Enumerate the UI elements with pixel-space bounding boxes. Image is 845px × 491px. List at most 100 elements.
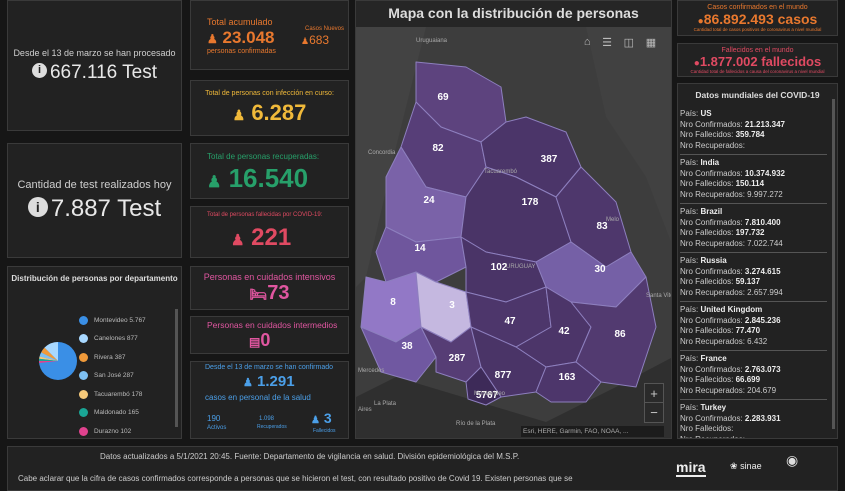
intermediate-value: ▤0: [249, 330, 271, 350]
department-pie-chart[interactable]: [38, 341, 78, 381]
legend-item[interactable]: Tacuarembó 178: [79, 385, 169, 404]
legend-item[interactable]: Maldonado 165: [79, 404, 169, 423]
footer-disclaimer-text: Cabe aclarar que la cifra de casos confi…: [18, 474, 573, 483]
recovered-label: Total de personas recuperadas:: [207, 152, 320, 161]
region-rocha[interactable]: [570, 276, 657, 388]
layers-icon[interactable]: ◫: [623, 36, 635, 49]
region-value-label: 102: [491, 262, 508, 273]
place-label: Tacuarembó: [484, 169, 518, 175]
country-entry[interactable]: País: India Nro Confirmados: 10.374.932 Nr…: [680, 155, 827, 204]
place-label: Melo: [606, 217, 620, 223]
legend-swatch: [79, 426, 88, 436]
country-field: Nro Fallecidos: 197.732: [680, 228, 765, 237]
country-field: País: US: [680, 109, 712, 118]
country-field: Nro Fallecidos: 59.137: [680, 277, 761, 286]
world-data-list[interactable]: País: US Nro Confirmados: 21.213.347 Nro F…: [680, 106, 827, 438]
staff-active-label: Activos: [207, 425, 227, 431]
tests-total-label: Desde el 13 de marzo se han procesado: [13, 47, 176, 58]
legend-swatch: [79, 315, 88, 325]
world-deaths-label: Fallecidos en el mundo: [721, 46, 794, 54]
country-field: País: United Kingdom: [680, 305, 763, 314]
health-staff-sub: casos en personal de la salud: [205, 393, 311, 402]
region-maldonado[interactable]: [535, 361, 602, 403]
world-list-scrollbar[interactable]: [832, 99, 835, 429]
info-icon: ●: [693, 57, 700, 69]
country-field: País: France: [680, 354, 727, 363]
legend-item[interactable]: Rivera 387: [79, 348, 169, 367]
map-title: Mapa con la distribución de personas: [388, 5, 639, 21]
qr-code-icon[interactable]: ▦: [645, 36, 657, 49]
country-field: Nro Fallecidos: 66.699: [680, 375, 761, 384]
department-distribution-panel: Distribución de personas por departament…: [7, 266, 182, 439]
legend-label: Durazno 102: [94, 427, 132, 435]
country-field: Nro Confirmados: 7.810.400: [680, 217, 781, 227]
map-attribution[interactable]: Esri, HERE, Garmin, FAO, NOAA, ...: [521, 426, 664, 437]
region-value-label: 30: [594, 264, 606, 275]
map-toolbar: ⌂ ☰ ◫ ▦: [578, 33, 662, 51]
department-legend: Montevideo 5.767 Canelones 877 Rivera 387 S…: [79, 311, 169, 441]
legend-label: Maldonado 165: [94, 409, 139, 417]
active-panel: Total de personas con infección en curso…: [190, 80, 349, 136]
new-cases-value: ♟683: [301, 33, 330, 47]
tests-today-panel: Cantidad de test realizados hoy i 7.887 T…: [7, 143, 182, 258]
legend-label: San José 287: [94, 372, 134, 380]
region-value-label: 24: [423, 195, 435, 206]
country-entry[interactable]: País: Russia Nro Confirmados: 3.274.615 Nr…: [680, 253, 827, 302]
legend-label: Montevideo 5.767: [94, 316, 146, 324]
legend-item[interactable]: Canelones 877: [79, 330, 169, 349]
zoom-out-button[interactable]: −: [650, 405, 658, 420]
country-entry[interactable]: País: Turkey Nro Confirmados: 2.283.931 Nr…: [680, 400, 827, 438]
region-value-label: 42: [558, 326, 570, 337]
legend-scrollbar[interactable]: [175, 309, 178, 427]
country-entry[interactable]: País: US Nro Confirmados: 21.213.347 Nro F…: [680, 106, 827, 155]
region-montevideo[interactable]: [465, 366, 502, 406]
active-label: Total de personas con infección en curso…: [205, 90, 334, 97]
country-field: Nro Confirmados: 2.845.236: [680, 315, 781, 325]
deceased-panel: Total de personas fallecidas por COVID-1…: [190, 206, 349, 258]
country-field: Nro Recuperados: 7.022.744: [680, 238, 783, 248]
place-label: Mercedes: [358, 368, 384, 374]
legend-list-icon[interactable]: ☰: [602, 36, 613, 49]
zoom-in-button[interactable]: +: [645, 384, 663, 403]
country-field: Nro Confirmados: 3.274.615: [680, 266, 781, 276]
region-value-label: 14: [414, 243, 426, 254]
deceased-label: Total de personas fallecidas por COVID-1…: [207, 212, 323, 218]
legend-item[interactable]: San José 287: [79, 367, 169, 386]
legend-label: Canelones 877: [94, 335, 138, 343]
bed-icon: ▤: [249, 335, 261, 349]
legend-item[interactable]: Durazno 102: [79, 422, 169, 441]
region-value-label: 83: [596, 221, 608, 232]
country-field: Nro Confirmados: 2.763.073: [680, 364, 781, 374]
country-entry[interactable]: País: United Kingdom Nro Confirmados: 2.8…: [680, 302, 827, 351]
accumulated-panel: Total acumulado ♟ 23.048 personas confir…: [190, 0, 349, 70]
country-field: Nro Fallecidos:: [680, 424, 734, 433]
accumulated-sub: personas confirmadas: [207, 48, 276, 55]
region-value-label: 82: [432, 143, 444, 154]
home-icon[interactable]: ⌂: [583, 36, 591, 48]
world-cases-sub: Cantidad total de casos positivos de cor…: [693, 27, 822, 32]
place-label: Santa Vitória do Palmar: [646, 293, 672, 299]
info-icon: i: [27, 197, 48, 218]
person-icon: ♟: [207, 174, 222, 191]
country-field: País: Russia: [680, 256, 727, 265]
country-field: Nro Recuperados:: [680, 140, 745, 150]
map-canvas[interactable]: 69 82 387 24 178 83 14 102 30 8 3 47 42 86 38 287 877 163…: [356, 27, 672, 439]
accumulated-value: ♟ 23.048: [207, 28, 275, 47]
legend-swatch: [79, 352, 88, 362]
country-entry[interactable]: País: France Nro Confirmados: 2.763.073 Nr…: [680, 351, 827, 400]
country-entry[interactable]: País: Brazil Nro Confirmados: 7.810.400 Nr…: [680, 204, 827, 253]
world-cases-panel: Casos confirmados en el mundo ●86.892.49…: [677, 0, 838, 36]
msp-logo: ◉: [786, 453, 826, 478]
health-staff-label: Desde el 13 de marzo se han confirmado: [205, 364, 334, 371]
world-data-panel: Datos mundiales del COVID-19 País: US Nro…: [677, 83, 838, 439]
intermediate-label: Personas en cuidados intermedios: [207, 320, 338, 330]
recovered-panel: Total de personas recuperadas: ♟ 16.540: [190, 143, 349, 199]
country-field: País: Turkey: [680, 403, 727, 412]
icu-label: Personas en cuidados intensivos: [203, 271, 336, 282]
legend-item[interactable]: Montevideo 5.767: [79, 311, 169, 330]
staff-active-value: 190: [207, 414, 221, 423]
region-rio-negro[interactable]: [375, 226, 467, 283]
staff-recovered-label: Recuperados: [257, 424, 287, 430]
